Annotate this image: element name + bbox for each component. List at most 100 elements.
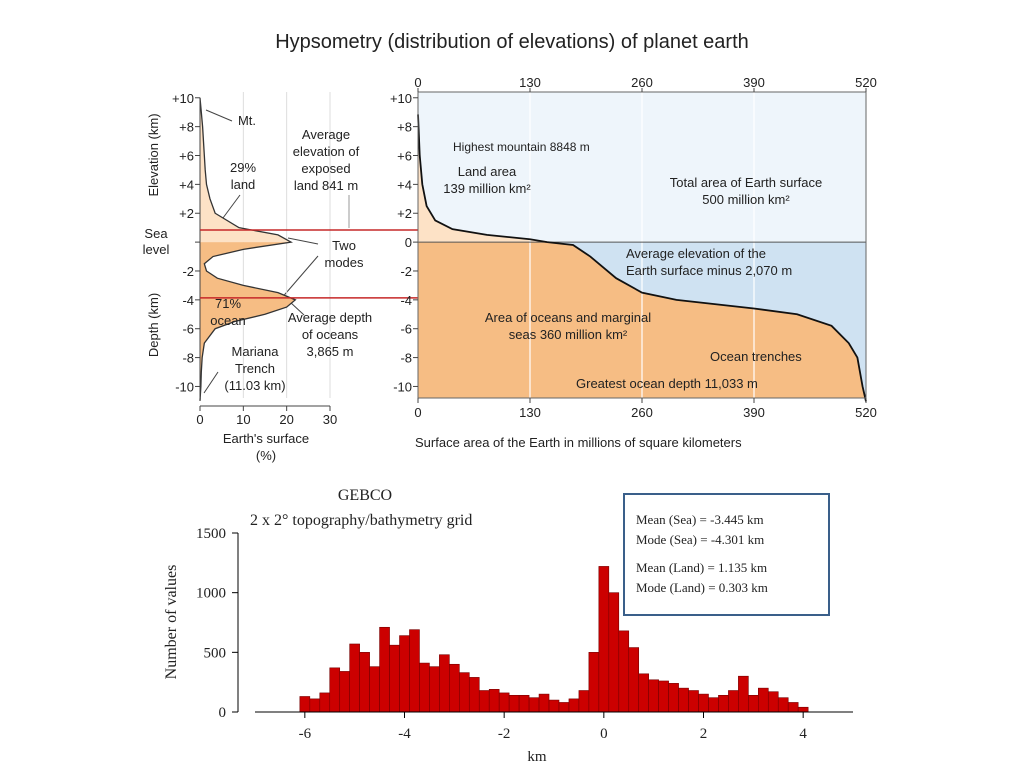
ocean-fill — [200, 242, 296, 401]
bar — [459, 672, 470, 713]
bar — [399, 635, 410, 713]
x-axis-label: Surface area of the Earth in millions of… — [415, 435, 742, 450]
bar — [379, 626, 390, 713]
x-tick-label: 0 — [600, 726, 608, 742]
stats-line: Mean (Land) = 1.135 km — [636, 560, 767, 575]
annotation: Two modes — [324, 238, 364, 270]
hypsometric-curve — [417, 114, 867, 402]
annotation: Area of oceans and marginal seas 360 mill… — [485, 310, 651, 342]
bar — [588, 652, 600, 713]
bar — [777, 697, 789, 713]
bar — [767, 691, 779, 713]
y-tick-label: +2 — [179, 206, 194, 221]
bar — [608, 592, 620, 713]
annotation: Ocean trenches — [710, 349, 802, 364]
y-tick-label: +4 — [397, 177, 412, 192]
bar — [429, 666, 440, 713]
annotation: Average elevation of exposed land 841 m — [293, 127, 360, 193]
y-tick-label: +8 — [179, 120, 194, 135]
y-axis-label: Elevation (km) — [146, 113, 161, 196]
bar — [797, 706, 809, 713]
x-tick-label-top: 520 — [855, 75, 877, 90]
y-tick-label: +10 — [390, 91, 412, 106]
annotation: Total area of Earth surface 500 million k… — [670, 175, 822, 207]
x-tick-label: 10 — [236, 412, 250, 427]
bar — [618, 630, 630, 713]
x-axis-label: km — [527, 749, 547, 765]
bar — [518, 694, 530, 713]
y-tick-label: +4 — [179, 177, 194, 192]
y-tick-label: -4 — [400, 293, 412, 308]
x-tick-label-top: 0 — [414, 75, 421, 90]
y-tick-label: -2 — [400, 264, 412, 279]
x-tick-label: 520 — [855, 405, 877, 420]
bar — [728, 690, 739, 713]
y-tick-label: 0 — [405, 235, 412, 250]
y-tick-label: +6 — [397, 149, 412, 164]
bar — [299, 696, 311, 713]
bar — [718, 694, 729, 713]
leader — [279, 255, 319, 301]
x-tick-label: 0 — [196, 412, 203, 427]
y-tick-label: -6 — [182, 322, 194, 337]
annotation: Average depth of oceans 3,865 m — [288, 310, 372, 359]
bar — [548, 699, 560, 713]
annotation: 71% ocean — [210, 296, 245, 328]
bar — [389, 644, 400, 713]
y-axis-label: Depth (km) — [146, 293, 161, 357]
annotation: Highest mountain 8848 m — [453, 140, 590, 154]
bar — [758, 687, 769, 713]
y-tick-label: +8 — [397, 120, 412, 135]
bar — [658, 680, 669, 713]
y-tick-label: 1000 — [196, 586, 226, 602]
bar — [409, 629, 420, 713]
land-area — [418, 114, 548, 243]
histogram-subtitle: 2 x 2° topography/bathymetry grid — [250, 512, 472, 529]
bar — [449, 663, 460, 713]
y-tick-label: +6 — [179, 149, 194, 164]
y-tick-label: 500 — [204, 645, 227, 661]
annotation: 29% land — [230, 160, 256, 192]
bar — [508, 694, 520, 713]
y-tick-label: -10 — [393, 379, 412, 394]
bar — [568, 698, 580, 713]
x-tick-label: -6 — [299, 726, 312, 742]
stats-box — [623, 493, 830, 616]
stats-line: Mean (Sea) = -3.445 km — [636, 512, 764, 527]
bar — [668, 683, 679, 713]
bar — [738, 675, 749, 713]
bar — [419, 662, 430, 713]
land-fill — [200, 97, 291, 243]
bar — [329, 667, 341, 713]
bar — [638, 673, 649, 713]
bar — [688, 690, 699, 713]
histogram: 0 500 1000 1500 -6 -4 -2 0 2 4 GEBCO 2 x 2° topogra… — [163, 487, 853, 765]
leader — [289, 301, 305, 316]
bar — [478, 690, 490, 713]
annotation: Mariana Trench (11.03 km) — [224, 344, 285, 393]
y-tick-label: 1500 — [196, 526, 226, 542]
bar — [349, 643, 360, 713]
x-tick-label: -2 — [498, 726, 511, 742]
x-tick-label-top: 390 — [743, 75, 765, 90]
bar — [748, 694, 759, 713]
stats-line: Mode (Land) = 0.303 km — [636, 580, 768, 595]
bar — [309, 698, 321, 713]
x-tick-label-top: 130 — [519, 75, 541, 90]
bar — [319, 692, 331, 713]
bar — [678, 687, 689, 713]
bar — [498, 692, 510, 713]
bar — [369, 666, 380, 713]
bar — [339, 671, 350, 713]
x-tick-label-top: 260 — [631, 75, 653, 90]
annotation: Average elevation of the Earth surface mi… — [626, 246, 792, 278]
x-tick-label: -4 — [398, 726, 411, 742]
x-tick-label: 0 — [414, 405, 421, 420]
y-axis-label: Number of values — [163, 565, 180, 680]
y-tick-label: -8 — [182, 351, 194, 366]
x-axis-label: Earth's surface (%) — [223, 431, 309, 463]
bar — [708, 697, 719, 713]
leader — [205, 109, 233, 122]
annotation: Greatest ocean depth 11,033 m — [576, 376, 758, 391]
